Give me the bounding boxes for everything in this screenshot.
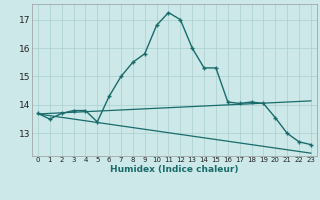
X-axis label: Humidex (Indice chaleur): Humidex (Indice chaleur) [110, 165, 239, 174]
